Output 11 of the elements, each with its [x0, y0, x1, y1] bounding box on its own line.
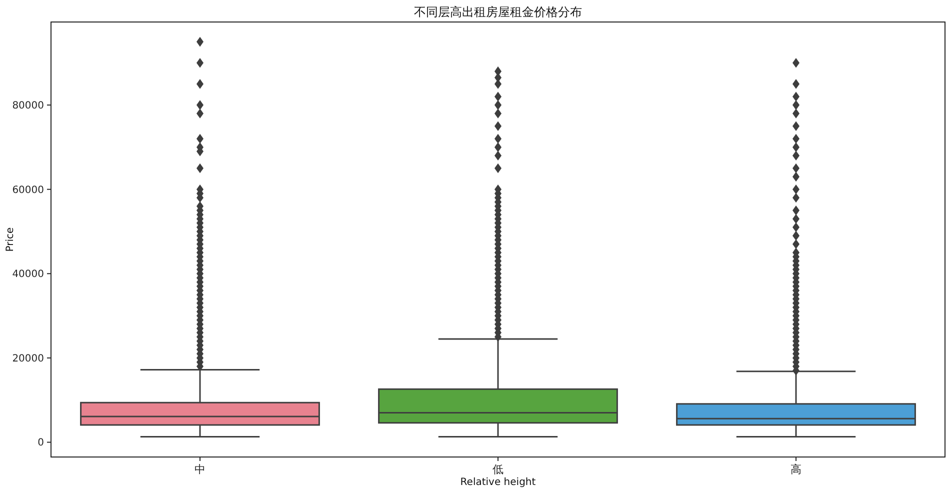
y-tick-label: 0 [38, 438, 44, 449]
x-axis-title: Relative height [460, 477, 536, 488]
x-tick-label: 高 [790, 463, 802, 476]
chart-title: 不同层高出租房屋租金价格分布 [414, 5, 582, 19]
y-tick-label: 20000 [12, 353, 44, 364]
y-tick-label: 60000 [12, 184, 44, 196]
x-tick-label: 低 [492, 463, 504, 476]
y-tick-label: 40000 [12, 269, 44, 280]
y-tick-label: 80000 [12, 100, 44, 112]
y-axis-title: Price [5, 227, 16, 252]
x-tick-label: 中 [194, 463, 206, 476]
